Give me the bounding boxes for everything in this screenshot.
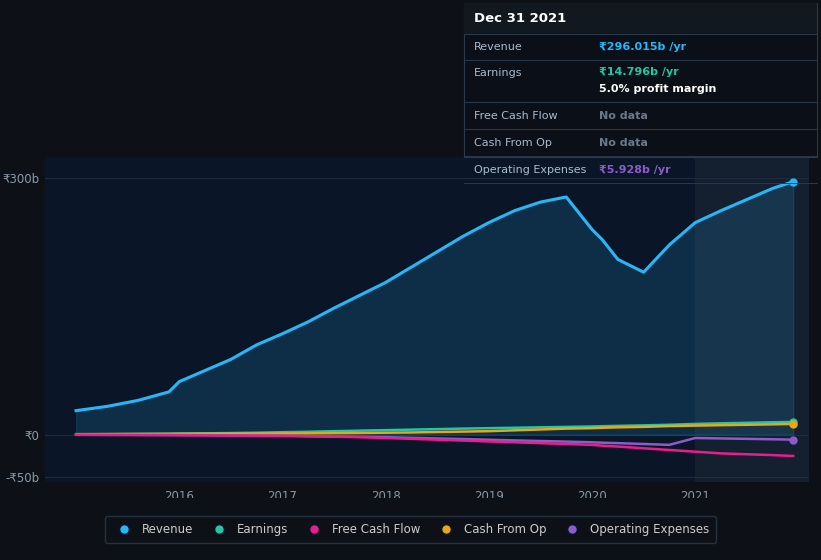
Text: Dec 31 2021: Dec 31 2021 xyxy=(474,12,566,25)
Text: Earnings: Earnings xyxy=(474,68,522,78)
Text: 5.0% profit margin: 5.0% profit margin xyxy=(599,84,717,94)
Text: No data: No data xyxy=(599,138,649,148)
Text: Revenue: Revenue xyxy=(474,42,522,52)
Text: ₹296.015b /yr: ₹296.015b /yr xyxy=(599,42,686,52)
Bar xyxy=(695,157,809,482)
Text: ₹14.796b /yr: ₹14.796b /yr xyxy=(599,67,679,77)
Text: Operating Expenses: Operating Expenses xyxy=(474,165,586,175)
Text: ₹5.928b /yr: ₹5.928b /yr xyxy=(599,165,671,175)
Legend: Revenue, Earnings, Free Cash Flow, Cash From Op, Operating Expenses: Revenue, Earnings, Free Cash Flow, Cash … xyxy=(105,516,716,543)
Text: Cash From Op: Cash From Op xyxy=(474,138,552,148)
Text: No data: No data xyxy=(599,111,649,121)
Text: Free Cash Flow: Free Cash Flow xyxy=(474,111,557,121)
